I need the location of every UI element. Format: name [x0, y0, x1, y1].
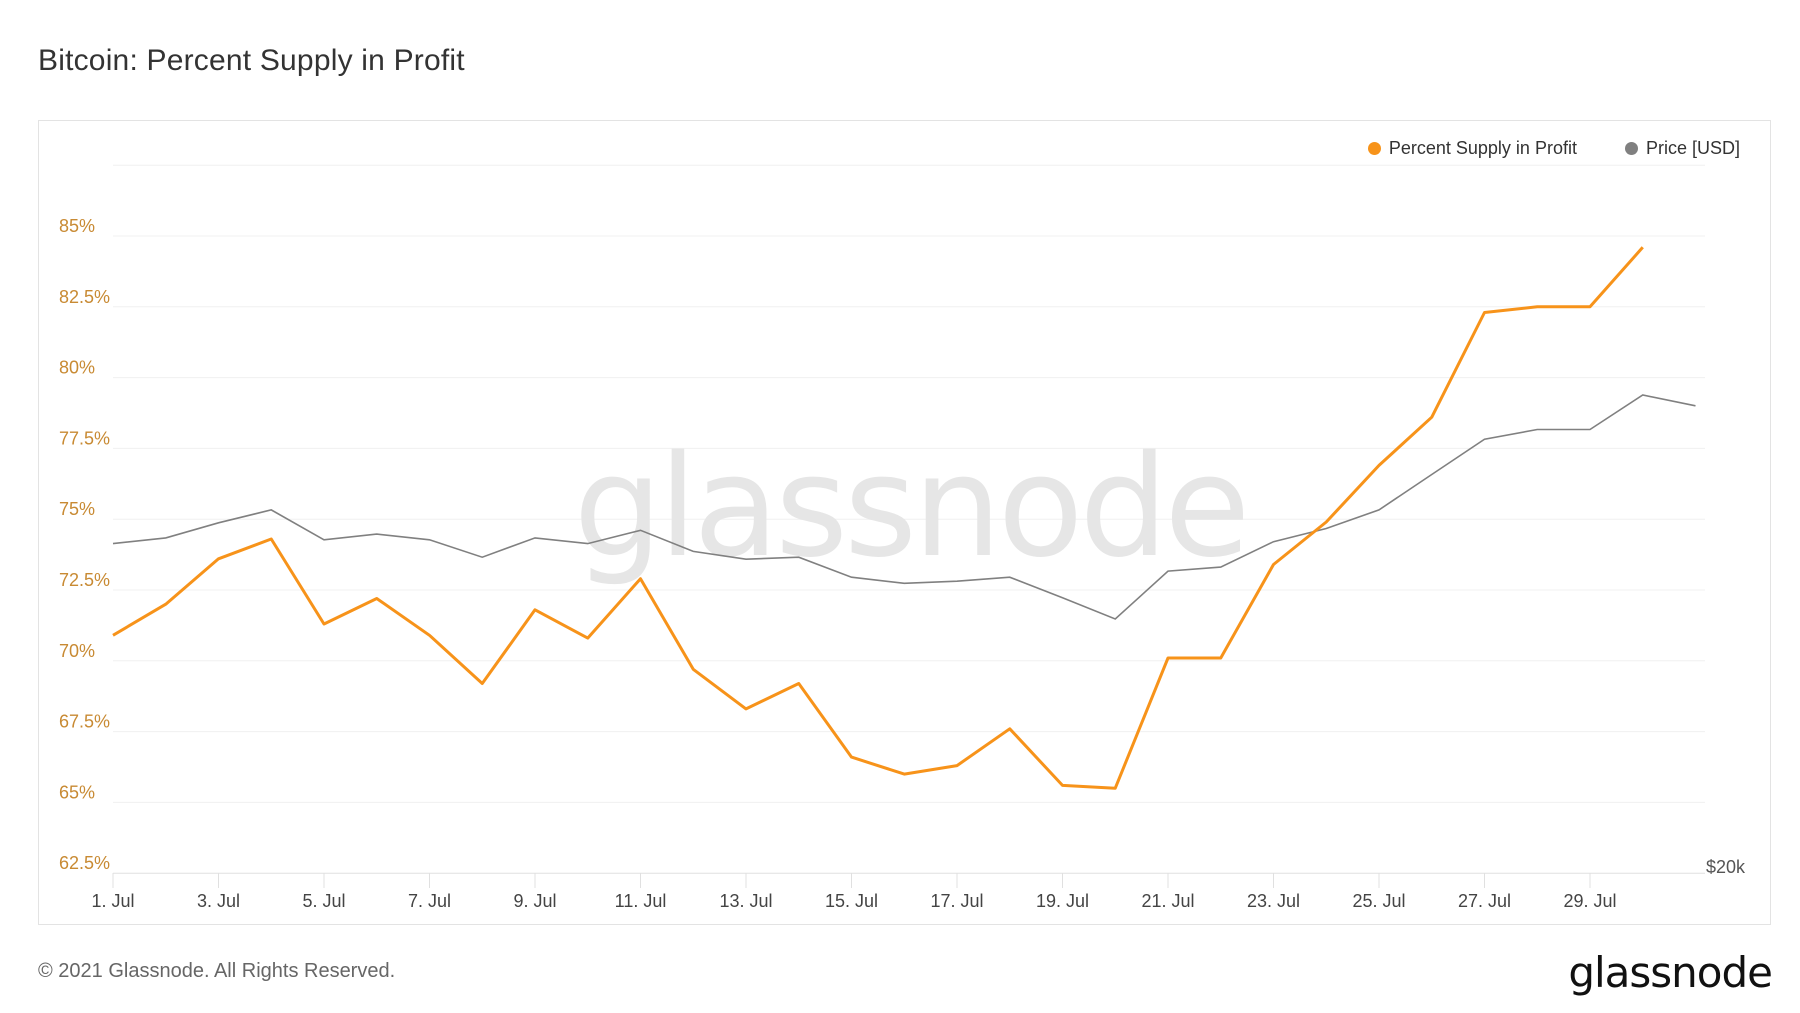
- y-tick-label: 70%: [59, 641, 95, 661]
- x-tick-label: 29. Jul: [1563, 891, 1616, 911]
- y-tick-label: 72.5%: [59, 570, 110, 590]
- legend: Percent Supply in Profit Price [USD]: [1367, 138, 1740, 159]
- gray-dot-icon: [1624, 142, 1638, 155]
- percent-supply-series-line[interactable]: [112, 246, 1644, 790]
- glassnode-logo[interactable]: glassnode: [1568, 948, 1773, 997]
- orange-dot-icon: [1367, 142, 1381, 155]
- y-tick-label: 85%: [59, 216, 95, 236]
- y-tick-label: 67.5%: [59, 712, 110, 732]
- y-tick-label: 65%: [59, 782, 95, 802]
- y-tick-label: 62.5%: [59, 853, 110, 873]
- x-tick-label: 17. Jul: [930, 891, 983, 911]
- chart-container: [38, 120, 1771, 925]
- x-tick-label: 19. Jul: [1036, 891, 1089, 911]
- x-tick-label: 27. Jul: [1458, 891, 1511, 911]
- gridlines: [113, 164, 1705, 874]
- x-tick-label: 15. Jul: [825, 891, 878, 911]
- x-tick-label: 5. Jul: [302, 891, 345, 911]
- legend-label: Price [USD]: [1645, 138, 1740, 158]
- x-tick-label: 7. Jul: [408, 891, 451, 911]
- watermark: glassnode: [574, 426, 1247, 589]
- y-tick-label: 75%: [59, 499, 95, 519]
- y-tick-label: 80%: [59, 358, 95, 378]
- x-tick-label: 25. Jul: [1352, 891, 1405, 911]
- legend-item-price[interactable]: Price [USD]: [1624, 138, 1740, 159]
- x-axis-ticks: 1. Jul 3. Jul 5. Jul 7. Jul 9. Jul 11. Jul 13.…: [91, 873, 1617, 911]
- x-tick-label: 9. Jul: [513, 891, 556, 911]
- right-axis-tick: $20k: [1706, 857, 1746, 877]
- chart-title: Bitcoin: Percent Supply in Profit: [38, 44, 465, 77]
- x-tick-label: 13. Jul: [719, 891, 772, 911]
- x-tick-label: 11. Jul: [615, 891, 667, 911]
- y-axis-ticks: 85% 82.5% 80% 77.5% 75% 72.5% 70% 67.5% 65% 62.5%: [59, 216, 110, 873]
- y-tick-label: 82.5%: [59, 287, 110, 307]
- legend-item-percent-supply[interactable]: Percent Supply in Profit: [1367, 138, 1577, 159]
- legend-label: Percent Supply in Profit: [1388, 138, 1577, 158]
- x-tick-label: 23. Jul: [1247, 891, 1300, 911]
- x-tick-label: 21. Jul: [1141, 891, 1194, 911]
- price-series-line[interactable]: [112, 394, 1696, 620]
- x-tick-label: 1. Jul: [91, 891, 134, 911]
- y-tick-label: 77.5%: [59, 428, 110, 448]
- copyright-footer: © 2021 Glassnode. All Rights Reserved.: [38, 960, 396, 982]
- x-tick-label: 3. Jul: [197, 891, 240, 911]
